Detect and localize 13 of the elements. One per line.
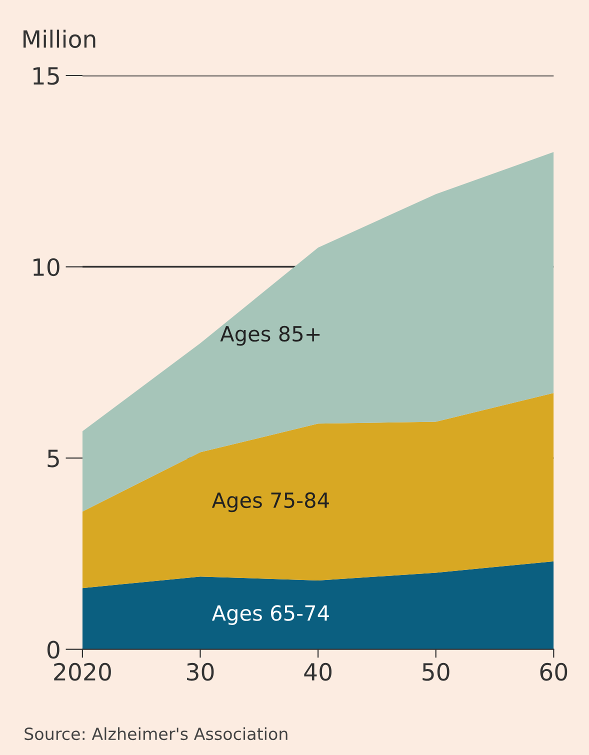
- y-tick-label: 5: [48, 450, 59, 468]
- y-tick-label: 15: [33, 67, 59, 85]
- x-tick-label: 40: [304, 662, 332, 681]
- source-note: Source: Alzheimer's Association: [24, 727, 288, 740]
- series-label: Ages 85+: [220, 326, 320, 346]
- y-tick-label: 0: [47, 640, 60, 659]
- x-tick-label: 60: [540, 662, 568, 681]
- y-tick-label: 10: [33, 258, 60, 276]
- x-tick-label: 2020: [54, 662, 111, 681]
- series-label: Ages 75-84: [212, 492, 329, 512]
- y-axis-title: Million: [24, 30, 96, 48]
- x-tick-label: 50: [422, 662, 450, 681]
- x-tick-label: 30: [187, 662, 214, 681]
